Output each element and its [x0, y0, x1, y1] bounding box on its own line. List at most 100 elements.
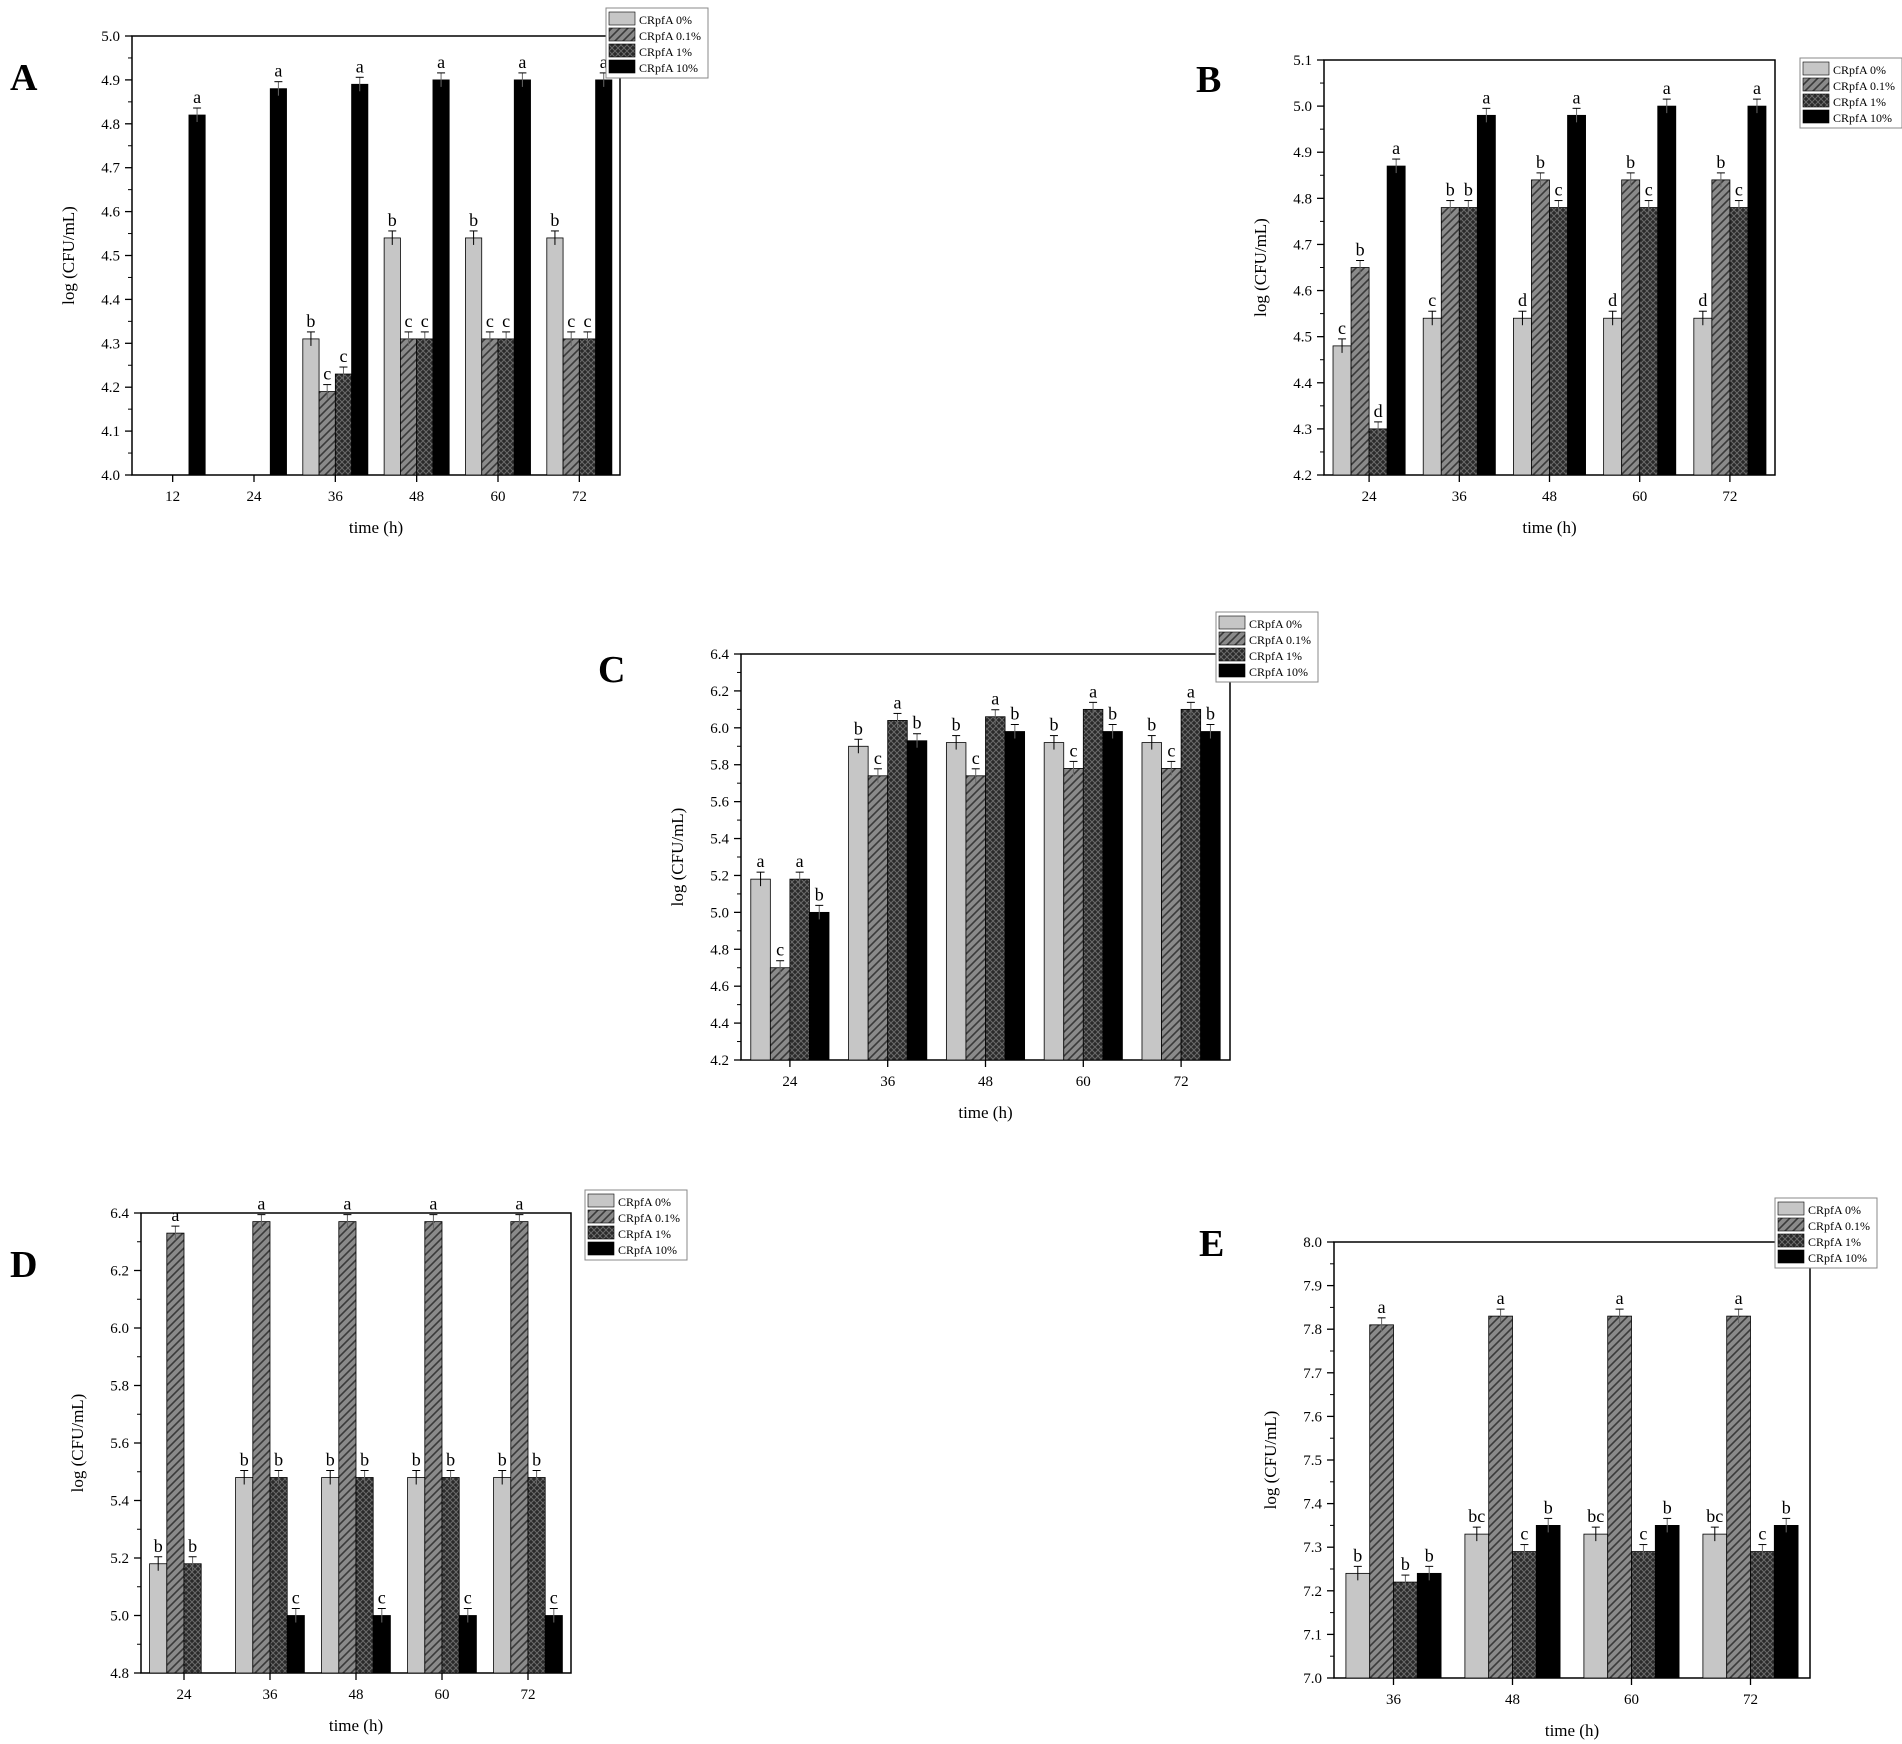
- y-tick-label: 4.4: [1293, 376, 1312, 392]
- y-tick-label: 7.8: [1303, 1322, 1322, 1338]
- significance-label: c: [405, 311, 413, 331]
- bar: [906, 740, 928, 1061]
- y-tick-label: 5.8: [710, 758, 729, 774]
- bar: [887, 720, 908, 1061]
- bar: [513, 79, 531, 476]
- panel-label: C: [598, 649, 625, 691]
- significance-label: b: [326, 1450, 335, 1470]
- y-axis-label: log (CFU/mL): [1251, 218, 1270, 317]
- bar: [1141, 742, 1162, 1061]
- legend-swatch: [1802, 61, 1830, 76]
- bar: [481, 338, 499, 476]
- bar: [1693, 317, 1713, 476]
- x-tick-label: 24: [782, 1074, 798, 1090]
- bar: [1512, 1551, 1537, 1679]
- bar: [188, 114, 206, 476]
- bar: [1621, 179, 1641, 476]
- bar: [1603, 317, 1623, 476]
- bar: [1531, 179, 1550, 476]
- significance-label: c: [486, 311, 494, 331]
- panel-label: B: [1196, 59, 1221, 101]
- bar: [1654, 1525, 1680, 1679]
- bar: [848, 745, 869, 1061]
- significance-label: a: [796, 851, 804, 871]
- bar: [1440, 207, 1460, 476]
- legend-swatch: [1777, 1217, 1805, 1232]
- significance-label: b: [1206, 704, 1215, 724]
- legend-swatch: [1777, 1249, 1805, 1264]
- legend-label: CRpfA 10%: [618, 1243, 677, 1257]
- y-tick-label: 4.8: [1293, 191, 1312, 207]
- bar: [302, 338, 320, 476]
- x-tick-label: 48: [409, 489, 424, 505]
- x-tick-label: 60: [1624, 1692, 1639, 1708]
- legend-label: CRpfA 0%: [639, 13, 692, 27]
- significance-label: b: [1536, 152, 1545, 172]
- legend: CRpfA 0% CRpfA 0.1% CRpfA 1% CRpfA 10%: [1215, 611, 1319, 683]
- legend-label: CRpfA 1%: [1833, 95, 1886, 109]
- legend-swatch: [1802, 77, 1830, 92]
- legend-label: CRpfA 0%: [1808, 1203, 1861, 1217]
- significance-label: b: [952, 715, 961, 735]
- significance-label: a: [437, 52, 445, 72]
- bar: [1102, 731, 1123, 1061]
- bar: [235, 1477, 254, 1674]
- bar: [334, 373, 353, 476]
- y-tick-label: 4.6: [101, 205, 120, 221]
- bar: [1583, 1533, 1609, 1679]
- x-axis-label: time (h): [1545, 1721, 1599, 1740]
- significance-label: c: [583, 311, 591, 331]
- y-axis-label: log (CFU/mL): [1261, 1411, 1280, 1510]
- bar: [149, 1563, 168, 1674]
- y-tick-label: 4.5: [1293, 330, 1312, 346]
- bar: [269, 1477, 288, 1674]
- bar: [1422, 317, 1442, 476]
- significance-label: c: [323, 364, 331, 384]
- significance-label: b: [1446, 180, 1455, 200]
- y-tick-label: 6.0: [110, 1321, 129, 1337]
- bar: [1332, 345, 1352, 476]
- bar: [1567, 114, 1586, 476]
- bar: [1004, 731, 1026, 1061]
- y-tick-label: 4.2: [710, 1053, 729, 1069]
- significance-label: c: [1070, 740, 1078, 760]
- legend-swatch: [1218, 663, 1246, 678]
- y-tick-label: 4.4: [101, 292, 120, 308]
- legend: CRpfA 0% CRpfA 0.1% CRpfA 1% CRpfA 10%: [605, 7, 709, 79]
- chart-panel-e: E 7.0 7.1 7.2 7.3 7.4 7.5 7.6 7.7 7.8 7.9 8.0 log (C…: [1199, 1197, 1878, 1740]
- significance-label: c: [1645, 180, 1653, 200]
- significance-label: a: [757, 851, 765, 871]
- significance-label: b: [1464, 180, 1473, 200]
- panel-label: E: [1199, 1223, 1224, 1265]
- significance-label: c: [378, 1588, 386, 1608]
- x-tick-label: 24: [1362, 489, 1378, 505]
- bar: [945, 742, 967, 1061]
- y-tick-label: 4.2: [101, 380, 120, 396]
- x-tick-label: 72: [1722, 489, 1737, 505]
- significance-label: c: [550, 1588, 558, 1608]
- bar: [1161, 768, 1182, 1061]
- legend-label: CRpfA 1%: [1249, 649, 1302, 663]
- legend: CRpfA 0% CRpfA 0.1% CRpfA 1% CRpfA 10%: [584, 1189, 688, 1261]
- bar: [1082, 708, 1104, 1061]
- bar: [544, 1615, 563, 1674]
- legend-swatch: [608, 27, 636, 42]
- significance-label: b: [1425, 1545, 1434, 1565]
- y-tick-label: 5.0: [101, 29, 120, 45]
- significance-label: a: [1616, 1288, 1624, 1308]
- bar: [750, 878, 771, 1061]
- significance-label: b: [360, 1450, 369, 1470]
- significance-label: a: [1089, 681, 1097, 701]
- significance-label: c: [874, 748, 882, 768]
- y-tick-label: 4.3: [101, 336, 120, 352]
- y-tick-label: 5.6: [110, 1436, 129, 1452]
- legend-swatch: [1802, 93, 1830, 108]
- significance-label: a: [1497, 1288, 1505, 1308]
- x-axis-label: time (h): [349, 518, 403, 537]
- bar: [1416, 1572, 1442, 1679]
- y-tick-label: 5.8: [110, 1379, 129, 1395]
- y-tick-label: 5.0: [710, 905, 729, 921]
- panel-label: A: [10, 57, 38, 99]
- bar: [399, 338, 418, 476]
